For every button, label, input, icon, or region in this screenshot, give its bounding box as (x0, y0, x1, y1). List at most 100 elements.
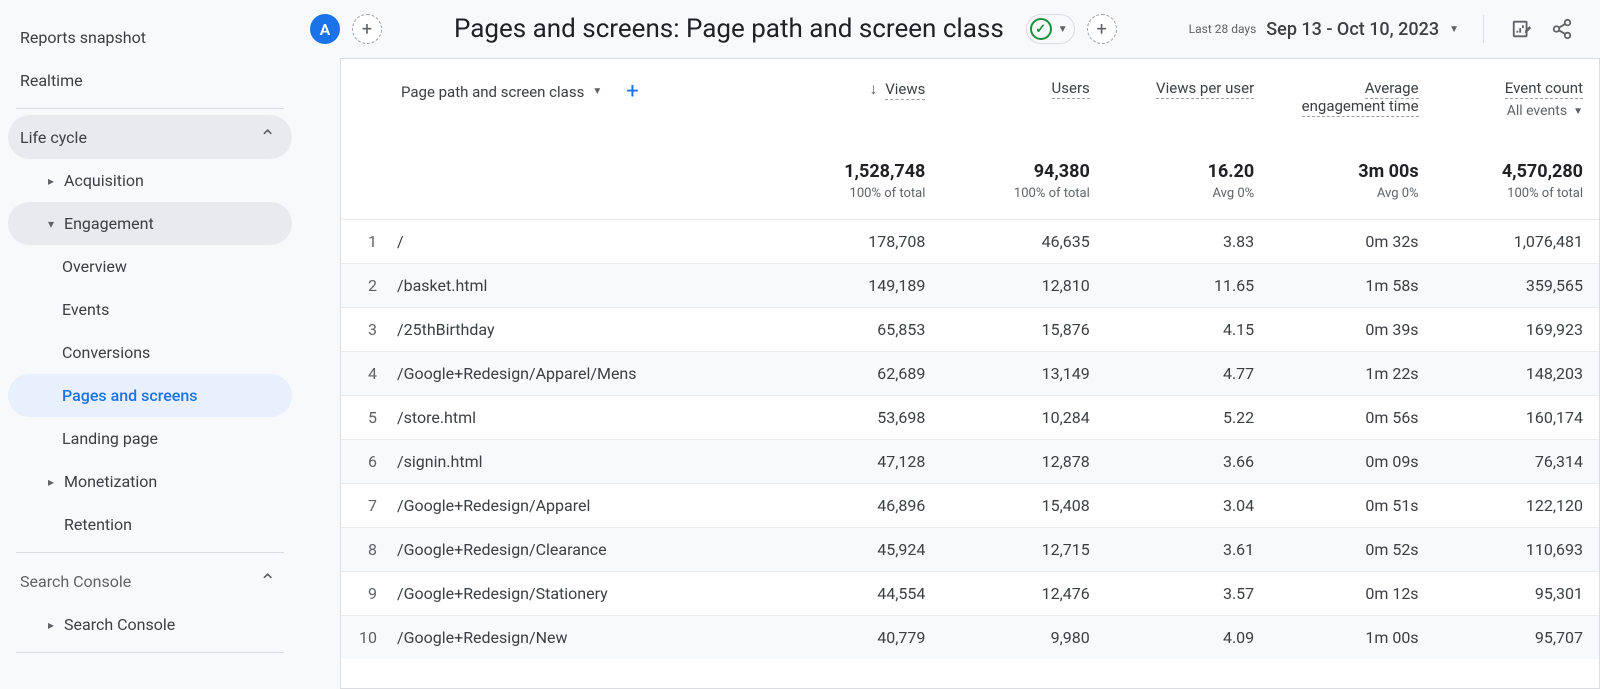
row-page-path[interactable]: /signin.html (397, 440, 777, 484)
row-views-per-user: 4.15 (1106, 308, 1270, 352)
nav-engagement-landing-page[interactable]: Landing page (8, 417, 292, 460)
row-page-path[interactable]: /Google+Redesign/Apparel (397, 484, 777, 528)
nav-label: Overview (62, 257, 127, 276)
caret-down-icon: ▼ (592, 86, 602, 97)
report-table-container: Page path and screen class ▼ + ↓ Views U (340, 58, 1600, 689)
column-header-views[interactable]: ↓ Views (777, 59, 941, 139)
row-views-per-user: 11.65 (1106, 264, 1270, 308)
row-views-per-user: 4.09 (1106, 616, 1270, 660)
check-circle-icon: ✓ (1030, 18, 1052, 40)
add-filter-button[interactable]: + (1087, 14, 1117, 44)
dimension-picker[interactable]: Page path and screen class ▼ (401, 83, 602, 101)
add-comparison-button[interactable]: + (352, 14, 382, 44)
plus-icon: + (362, 19, 372, 40)
nav-label: Conversions (62, 343, 150, 362)
row-users: 13,149 (941, 352, 1105, 396)
nav-reports-snapshot[interactable]: Reports snapshot (8, 16, 292, 59)
row-page-path[interactable]: /Google+Redesign/Stationery (397, 572, 777, 616)
avatar-letter: A (320, 20, 331, 39)
row-views-per-user: 3.66 (1106, 440, 1270, 484)
row-page-path[interactable]: /Google+Redesign/Apparel/Mens (397, 352, 777, 396)
row-users: 12,715 (941, 528, 1105, 572)
nav-engagement-overview[interactable]: Overview (8, 245, 292, 288)
row-event-count: 95,301 (1435, 572, 1599, 616)
table-row[interactable]: 7/Google+Redesign/Apparel46,89615,4083.0… (341, 484, 1599, 528)
table-row[interactable]: 4/Google+Redesign/Apparel/Mens62,68913,1… (341, 352, 1599, 396)
sort-descending-icon: ↓ (869, 79, 877, 98)
row-views: 53,698 (777, 396, 941, 440)
customize-report-button[interactable] (1508, 15, 1536, 43)
column-label: Average engagement time (1302, 79, 1419, 117)
nav-label: Reports snapshot (20, 28, 146, 47)
row-index: 8 (341, 528, 397, 572)
summary-users-sub: 100% of total (949, 186, 1089, 201)
table-row[interactable]: 6/signin.html47,12812,8783.660m 09s76,31… (341, 440, 1599, 484)
row-event-count: 1,076,481 (1435, 220, 1599, 264)
row-event-count: 148,203 (1435, 352, 1599, 396)
row-avg-engagement: 0m 52s (1270, 528, 1434, 572)
row-avg-engagement: 1m 22s (1270, 352, 1434, 396)
share-report-button[interactable] (1548, 15, 1576, 43)
nav-monetization[interactable]: ▸ Monetization (8, 460, 292, 503)
column-header-event-count[interactable]: Event count All events ▼ (1435, 59, 1599, 139)
caret-right-icon: ▸ (42, 618, 60, 632)
nav-label: Acquisition (64, 171, 144, 190)
nav-engagement-events[interactable]: Events (8, 288, 292, 331)
column-header-avg-engagement[interactable]: Average engagement time (1270, 59, 1434, 139)
column-label: Views (885, 80, 925, 100)
row-users: 10,284 (941, 396, 1105, 440)
nav-divider (16, 552, 284, 553)
summary-users: 94,380 (1034, 161, 1090, 182)
nav-section-search-console[interactable]: Search Console ⌃ (8, 559, 292, 603)
row-event-count: 169,923 (1435, 308, 1599, 352)
caret-right-icon: ▸ (42, 475, 60, 489)
row-page-path[interactable]: / (397, 220, 777, 264)
nav-engagement[interactable]: ▾ Engagement (8, 202, 292, 245)
table-row[interactable]: 9/Google+Redesign/Stationery44,55412,476… (341, 572, 1599, 616)
event-count-filter-dropdown[interactable]: All events ▼ (1443, 103, 1583, 119)
nav-realtime[interactable]: Realtime (8, 59, 292, 102)
table-row[interactable]: 8/Google+Redesign/Clearance45,92412,7153… (341, 528, 1599, 572)
table-row[interactable]: 10/Google+Redesign/New40,7799,9804.091m … (341, 616, 1599, 660)
date-range-value: Sep 13 - Oct 10, 2023 (1266, 19, 1439, 40)
table-row[interactable]: 1/178,70846,6353.830m 32s1,076,481 (341, 220, 1599, 264)
nav-search-console[interactable]: ▸ Search Console (8, 603, 292, 646)
row-page-path[interactable]: /25thBirthday (397, 308, 777, 352)
row-page-path[interactable]: /Google+Redesign/New (397, 616, 777, 660)
table-row[interactable]: 5/store.html53,69810,2845.220m 56s160,17… (341, 396, 1599, 440)
row-page-path[interactable]: /basket.html (397, 264, 777, 308)
summary-aet-sub: Avg 0% (1278, 186, 1418, 201)
column-header-views-per-user[interactable]: Views per user (1106, 59, 1270, 139)
plus-icon: + (1097, 19, 1107, 40)
row-page-path[interactable]: /store.html (397, 396, 777, 440)
caret-right-icon: ▸ (42, 174, 60, 188)
report-status-dropdown[interactable]: ✓ ▼ (1026, 14, 1075, 44)
nav-label: Realtime (20, 71, 83, 90)
nav-label: Engagement (64, 214, 154, 233)
summary-views-sub: 100% of total (785, 186, 925, 201)
row-avg-engagement: 1m 00s (1270, 616, 1434, 660)
summary-row: 1,528,748100% of total 94,380100% of tot… (341, 139, 1599, 220)
audience-badge[interactable]: A (310, 14, 340, 44)
column-header-users[interactable]: Users (941, 59, 1105, 139)
nav-engagement-pages-and-screens[interactable]: Pages and screens (8, 374, 292, 417)
date-range-label: Last 28 days (1189, 22, 1257, 36)
nav-acquisition[interactable]: ▸ Acquisition (8, 159, 292, 202)
row-index: 9 (341, 572, 397, 616)
add-dimension-button[interactable]: + (626, 79, 638, 104)
nav-section-life-cycle[interactable]: Life cycle ⌃ (8, 115, 292, 159)
nav-retention[interactable]: Retention (8, 503, 292, 546)
nav-engagement-conversions[interactable]: Conversions (8, 331, 292, 374)
table-row[interactable]: 2/basket.html149,18912,81011.651m 58s359… (341, 264, 1599, 308)
row-users: 12,476 (941, 572, 1105, 616)
summary-events-sub: 100% of total (1443, 186, 1583, 201)
row-users: 15,408 (941, 484, 1105, 528)
row-avg-engagement: 0m 51s (1270, 484, 1434, 528)
pages-screens-table: Page path and screen class ▼ + ↓ Views U (341, 59, 1599, 659)
table-row[interactable]: 3/25thBirthday65,85315,8764.150m 39s169,… (341, 308, 1599, 352)
row-views-per-user: 3.61 (1106, 528, 1270, 572)
row-page-path[interactable]: /Google+Redesign/Clearance (397, 528, 777, 572)
dimension-label: Page path and screen class (401, 83, 584, 101)
row-avg-engagement: 0m 56s (1270, 396, 1434, 440)
date-range-picker[interactable]: Last 28 days Sep 13 - Oct 10, 2023 ▼ (1189, 19, 1459, 40)
